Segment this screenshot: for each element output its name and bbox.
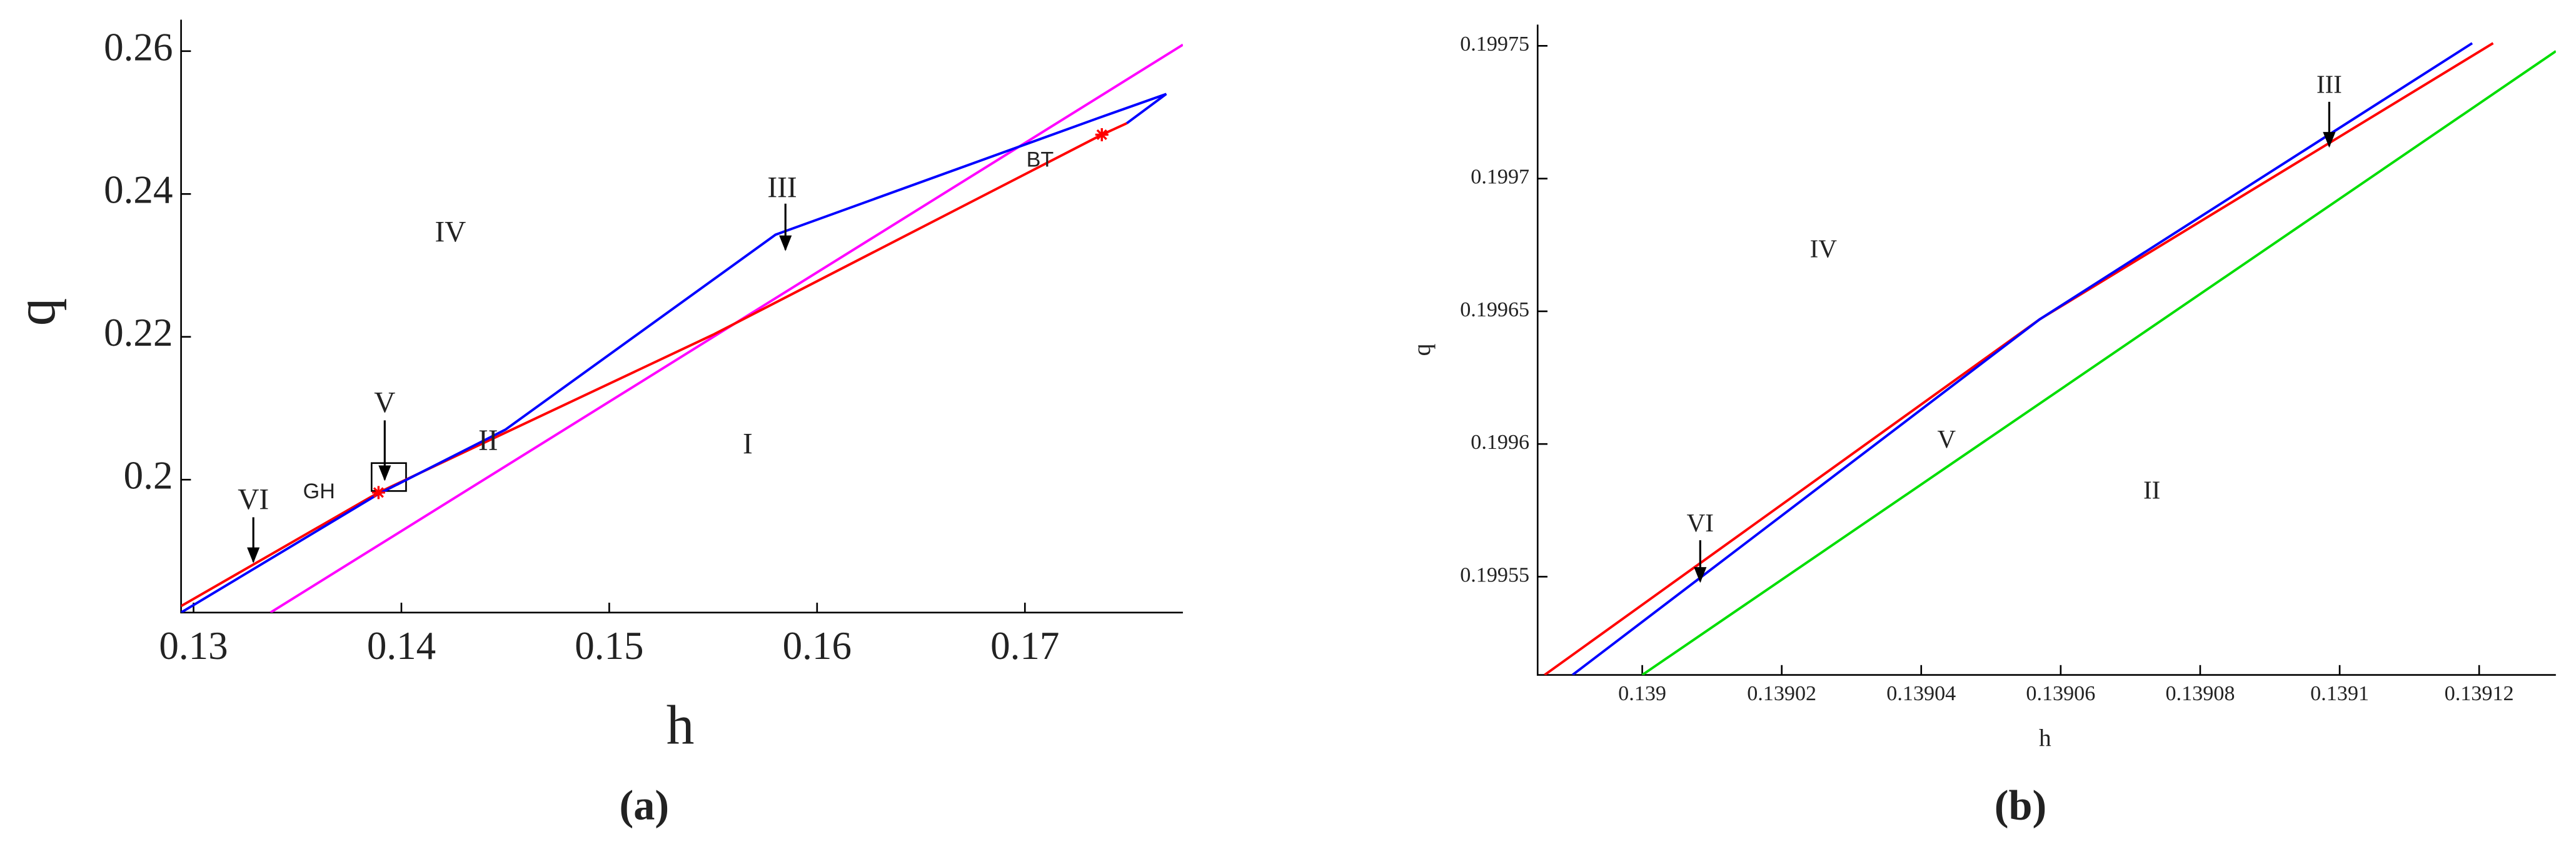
y-tick-label: 0.19965 [1460,298,1529,321]
y-tick-label: 0.19955 [1460,563,1529,586]
region-label: II [478,424,498,457]
curve [1544,42,2494,675]
region-label: GH [303,480,335,503]
y-tick-label: 0.22 [104,311,173,354]
region-label: III [767,172,797,204]
x-axis-label: h [667,694,695,756]
point-marker [371,486,385,500]
region-label: BT [1027,148,1054,171]
region-label: VI [1687,508,1714,537]
x-tick-label: 0.13912 [2445,682,2514,705]
region-label: IV [1810,234,1838,263]
x-tick-label: 0.13904 [1886,682,1956,705]
region-label: II [2143,475,2160,504]
x-tick-label: 0.13902 [1747,682,1816,705]
region-label: III [2317,70,2342,99]
y-tick-label: 0.24 [104,168,173,212]
curve [1641,50,2556,675]
y-axis-label: q [1408,344,1436,356]
caption: (a) [620,781,670,829]
x-tick-label: 0.16 [783,624,852,668]
region-label: V [1938,424,1956,453]
y-tick-label: 0.1997 [1471,165,1529,188]
x-axis-label: h [2039,725,2051,752]
y-axis-label: q [5,298,67,326]
x-tick-label: 0.139 [1618,682,1666,705]
y-tick-label: 0.1996 [1471,431,1529,454]
zoom-box [370,462,407,492]
curve [181,122,1127,608]
caption: (b) [1995,781,2046,829]
x-tick-label: 0.13906 [2026,682,2095,705]
x-tick-label: 0.14 [367,624,436,668]
region-label: VI [238,484,269,516]
y-tick-label: 0.26 [104,25,173,69]
x-tick-label: 0.13 [159,624,228,668]
y-tick-label: 0.19975 [1460,33,1529,56]
region-label: IV [435,216,466,248]
x-tick-label: 0.15 [575,624,643,668]
x-tick-label: 0.1391 [2310,682,2369,705]
y-tick-label: 0.2 [124,454,173,498]
point-marker [1095,128,1109,141]
region-label: V [374,387,395,419]
axes [1536,24,2556,676]
region-label: I [743,428,753,460]
x-tick-label: 0.17 [990,624,1059,668]
x-tick-label: 0.13908 [2165,682,2235,705]
